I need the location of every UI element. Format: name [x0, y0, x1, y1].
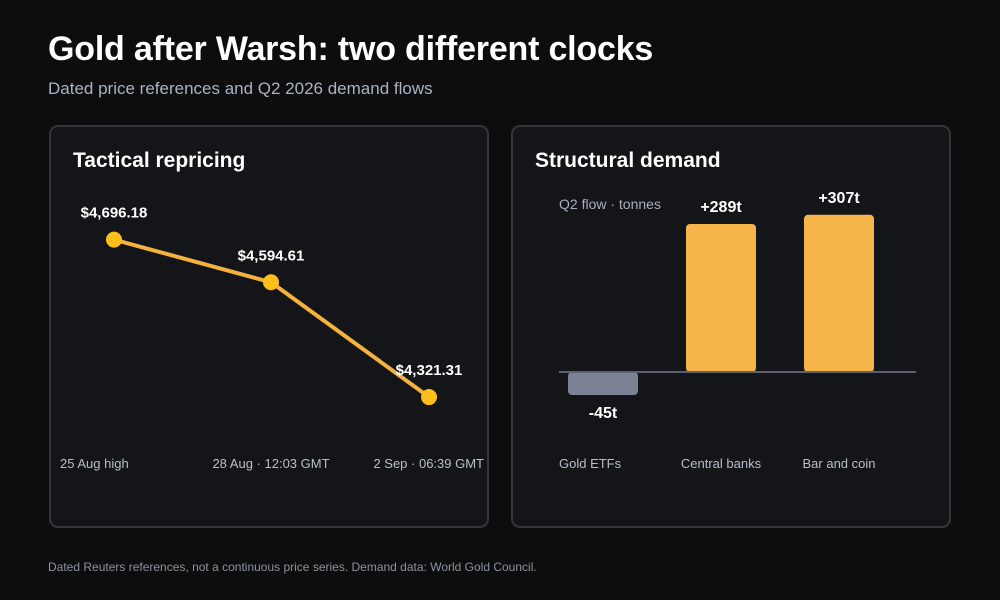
page-title: Gold after Warsh: two different clocks	[48, 30, 654, 68]
bar-chart-annotation: Q2 flow · tonnes	[559, 196, 661, 212]
x-tick-label-1: 25 Aug high	[60, 456, 129, 471]
line-chart: $4,696.18 25 Aug high $4,594.61 28 Aug · 12…	[60, 205, 484, 471]
bar-category-label-1: Gold ETFs	[559, 456, 622, 471]
bar-category-label-3: Bar and coin	[803, 456, 876, 471]
price-point-1	[106, 231, 122, 248]
price-point-3	[421, 389, 437, 406]
x-tick-label-2: 28 Aug · 12:03 GMT	[212, 456, 329, 471]
bar-category-label-2: Central banks	[681, 456, 762, 471]
page-subtitle: Dated price references and Q2 2026 deman…	[48, 79, 433, 98]
x-tick-label-3: 2 Sep · 06:39 GMT	[373, 456, 484, 471]
price-point-2	[263, 274, 279, 291]
bar-value-label-2: +289t	[700, 199, 742, 216]
line-chart-title: Tactical repricing	[73, 149, 246, 172]
bar-3	[804, 214, 874, 372]
tactical-repricing-panel: Tactical repricing $4,696.18 25 Aug high $…	[49, 125, 489, 528]
bar-1	[568, 372, 638, 396]
bar-chart: Q2 flow · tonnes -45t Gold ETFs +289t Centra…	[559, 190, 916, 471]
price-label-2: $4,594.61	[238, 247, 305, 264]
bar-2	[686, 224, 756, 372]
price-label-1: $4,696.18	[81, 205, 148, 222]
bar-value-label-1: -45t	[589, 405, 618, 422]
bar-chart-title: Structural demand	[535, 149, 721, 172]
footnote: Dated Reuters references, not a continuo…	[48, 560, 537, 574]
bar-value-label-3: +307t	[818, 190, 860, 207]
price-label-3: $4,321.31	[396, 362, 463, 379]
structural-demand-panel: Structural demand Q2 flow · tonnes -45t Go…	[511, 125, 951, 528]
